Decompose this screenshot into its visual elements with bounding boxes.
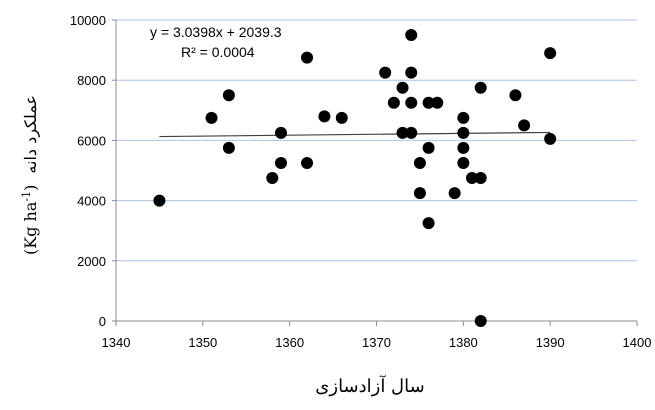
data-point: [474, 81, 487, 94]
data-point: [466, 172, 479, 185]
y-tick-label: 4000: [77, 194, 106, 209]
data-point: [474, 315, 487, 327]
data-point: [266, 172, 279, 185]
svg-text:(Kg ha-1) عملکرد دانه: (Kg ha-1) عملکرد دانه: [20, 95, 40, 255]
data-point: [274, 156, 287, 169]
y-tick-label: 0: [99, 314, 106, 329]
data-point: [405, 66, 418, 79]
data-point: [413, 187, 426, 200]
data-point: [205, 111, 218, 124]
trendline: [159, 131, 551, 138]
x-tick-label: 1370: [362, 335, 391, 350]
data-point: [413, 156, 426, 169]
x-tick-label: 1390: [536, 335, 565, 350]
y-tick-label: 8000: [77, 73, 106, 88]
data-point: [422, 96, 435, 109]
data-point: [544, 47, 557, 60]
data-points: [153, 29, 557, 327]
data-point: [153, 194, 166, 207]
data-point: [396, 81, 409, 94]
x-tick-label: 1350: [188, 335, 217, 350]
data-point: [222, 141, 235, 154]
y-tick-label: 6000: [77, 133, 106, 148]
x-tick-labels: 1340 1350 1360 1370 1380 1390 1400: [102, 321, 652, 350]
data-point: [387, 96, 400, 109]
data-point: [222, 89, 235, 102]
data-point: [335, 111, 348, 124]
data-point: [544, 132, 557, 145]
y-axis-label-unit-close: ): [21, 185, 40, 191]
data-point: [301, 51, 314, 64]
x-tick-label: 1340: [102, 335, 131, 350]
y-tick-labels: 0 2000 4000 6000 8000 10000: [70, 13, 116, 329]
x-tick-label: 1360: [275, 335, 304, 350]
axes: [115, 20, 637, 322]
gridlines: [116, 19, 637, 262]
y-tick-label: 2000: [77, 254, 106, 269]
data-point: [457, 141, 470, 154]
data-point: [405, 29, 418, 42]
data-point: [396, 126, 409, 139]
trendline-equation: y = 3.0398x + 2039.3: [150, 24, 282, 40]
data-point: [379, 66, 392, 79]
x-tick-label: 1380: [449, 335, 478, 350]
data-point: [518, 119, 531, 132]
data-point: [405, 126, 418, 139]
y-axis-label: (Kg ha-1) عملکرد دانه: [20, 95, 40, 255]
y-axis-label-unit-exp: -1: [20, 191, 33, 202]
data-point: [457, 126, 470, 139]
y-axis-label-text: عملکرد دانه: [21, 95, 40, 174]
data-point: [274, 126, 287, 139]
y-axis-label-unit-base: (Kg ha: [21, 201, 40, 255]
x-tick-label: 1400: [623, 335, 652, 350]
data-point: [431, 96, 444, 109]
x-axis-label: سال آزادسازی: [315, 375, 424, 397]
data-point: [457, 156, 470, 169]
data-point: [474, 172, 487, 185]
data-point: [318, 110, 331, 123]
data-point: [509, 89, 522, 102]
data-point: [422, 217, 435, 230]
data-point: [457, 111, 470, 124]
data-point: [301, 156, 314, 169]
r-squared-label: R² = 0.0004: [181, 44, 255, 60]
y-tick-label: 10000: [70, 13, 106, 28]
data-point: [405, 96, 418, 109]
data-point: [422, 141, 435, 154]
data-point: [448, 187, 461, 200]
